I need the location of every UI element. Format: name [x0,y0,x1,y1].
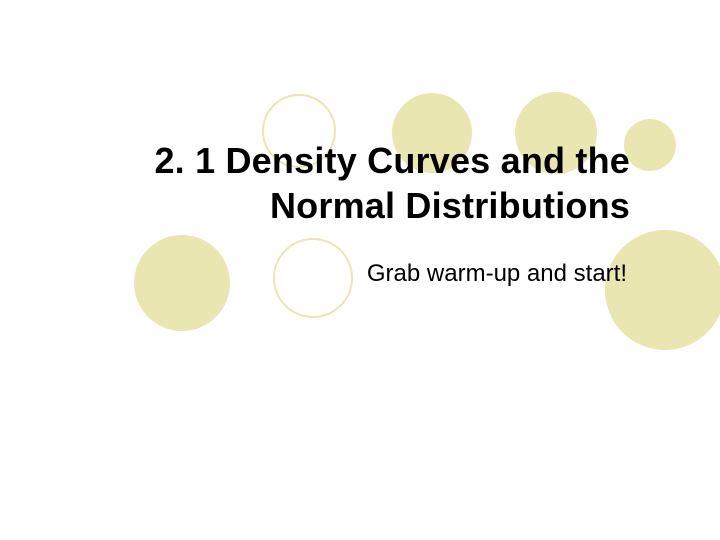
decorative-circle [624,119,676,171]
slide-subtitle: Grab warm-up and start! [70,260,627,288]
slide-title: 2. 1 Density Curves and the Normal Distr… [70,138,630,228]
decorative-circle [605,230,720,350]
